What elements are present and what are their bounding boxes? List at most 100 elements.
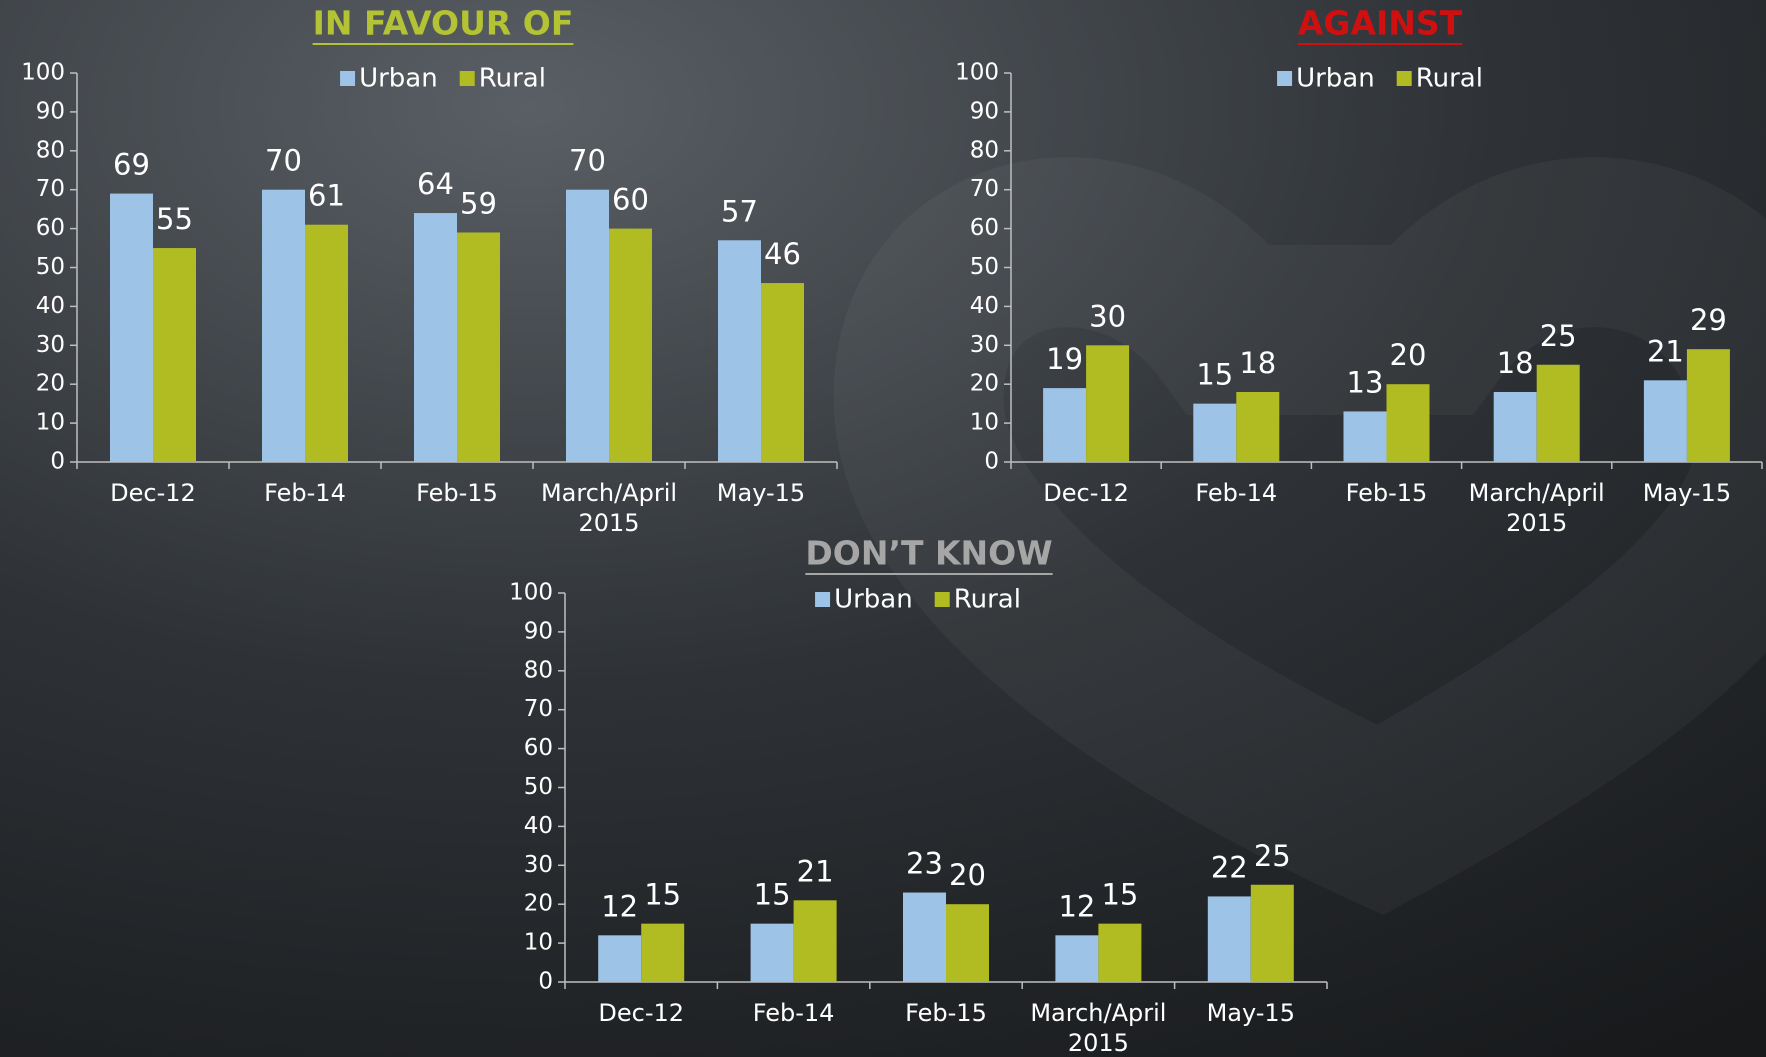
data-label: 15 (1196, 358, 1233, 392)
x-tick-label-box: March/April 2015 (1030, 999, 1166, 1057)
chart-title: DON’T KNOW (805, 534, 1052, 573)
y-tick-label: 100 (21, 60, 65, 86)
y-tick-label: 40 (36, 293, 65, 319)
data-label: 25 (1540, 319, 1577, 353)
legend-label: Rural (954, 585, 1021, 615)
y-tick-label: 50 (970, 254, 999, 280)
bar (641, 923, 685, 982)
x-tick-label: Dec-12 (598, 999, 685, 1027)
y-tick-label: 0 (50, 449, 65, 475)
y-tick-label: 50 (36, 254, 65, 280)
legend-label: Urban (1296, 64, 1375, 94)
x-tick-label: Feb-15 (1345, 479, 1428, 507)
data-label: 20 (949, 858, 986, 892)
legend-label: Rural (479, 64, 546, 94)
x-tick-label-box: Feb-14 (1195, 479, 1278, 507)
bar (1686, 349, 1730, 462)
bar (1086, 345, 1130, 462)
x-tick-label: May-15 (716, 479, 806, 507)
x-tick-label-box: Feb-15 (1345, 479, 1428, 507)
bar (1536, 364, 1580, 462)
data-label: 20 (1390, 338, 1427, 372)
x-tick-label-box: Feb-14 (752, 999, 835, 1027)
y-tick-label: 10 (524, 930, 553, 956)
bar (903, 892, 946, 982)
bar (262, 189, 305, 462)
y-tick-label: 70 (524, 696, 553, 722)
y-tick-label: 30 (36, 332, 65, 358)
chart-title: IN FAVOUR OF (313, 4, 574, 43)
x-tick-label: Feb-14 (1195, 479, 1278, 507)
bar (1343, 411, 1387, 462)
y-tick-label: 40 (524, 813, 553, 839)
x-tick-label-box: Feb-15 (905, 999, 987, 1027)
bar (305, 224, 348, 462)
y-tick-label: 50 (524, 774, 553, 800)
y-tick-label: 30 (970, 332, 999, 358)
legend-swatch (459, 71, 475, 86)
watermark (833, 157, 1766, 916)
data-label: 12 (601, 889, 638, 923)
bar (609, 228, 652, 462)
legend-label: Rural (1416, 64, 1483, 94)
x-tick-label-box: May-15 (716, 479, 806, 507)
x-tick-label: Feb-14 (752, 999, 835, 1027)
y-tick-label: 20 (970, 371, 999, 397)
data-label: 15 (644, 878, 681, 912)
y-tick-label: 0 (984, 449, 999, 475)
x-tick-label-box: Feb-15 (416, 479, 498, 507)
bar (457, 232, 500, 462)
x-tick-label: Feb-15 (905, 999, 987, 1027)
y-tick-label: 20 (524, 891, 553, 917)
bar (1193, 403, 1237, 462)
bar (414, 213, 457, 462)
bar (598, 935, 642, 982)
bar (761, 283, 804, 462)
legend-swatch (815, 592, 831, 607)
bar (1043, 388, 1087, 462)
y-tick-label: 10 (970, 410, 999, 436)
x-tick-label: May-15 (1206, 999, 1295, 1027)
bar (110, 193, 153, 462)
y-tick-label: 100 (509, 580, 553, 606)
x-tick-label-box: Dec-12 (1043, 479, 1129, 507)
bar (1207, 896, 1251, 982)
y-tick-label: 60 (524, 735, 553, 761)
y-tick-label: 80 (524, 657, 553, 683)
bar (1643, 380, 1687, 462)
legend-swatch (1396, 71, 1412, 86)
data-label: 15 (1101, 878, 1138, 912)
x-tick-label: Feb-15 (416, 479, 498, 507)
data-label: 22 (1211, 850, 1248, 884)
data-label: 64 (417, 167, 454, 201)
data-label: 25 (1254, 839, 1291, 873)
y-tick-label: 10 (36, 410, 65, 436)
data-label: 46 (764, 237, 801, 271)
x-tick-label: March/April 2015 (1468, 479, 1605, 537)
data-label: 21 (1647, 334, 1684, 368)
data-label: 13 (1347, 365, 1384, 399)
y-tick-label: 80 (36, 137, 65, 163)
data-label: 18 (1497, 346, 1534, 380)
bar (946, 904, 989, 982)
y-tick-label: 20 (36, 371, 65, 397)
data-label: 30 (1089, 299, 1126, 333)
data-label: 70 (265, 144, 302, 178)
y-tick-label: 90 (970, 98, 999, 124)
bar (1098, 923, 1142, 982)
y-tick-label: 70 (970, 176, 999, 202)
y-tick-label: 90 (36, 98, 65, 124)
legend: Urban Rural (815, 585, 1021, 615)
data-label: 70 (569, 144, 606, 178)
bar (1386, 384, 1430, 462)
data-label: 29 (1690, 303, 1727, 337)
bar (793, 900, 837, 982)
x-tick-label-box: Feb-14 (264, 479, 346, 507)
data-label: 12 (1058, 889, 1095, 923)
x-tick-label: March/April 2015 (540, 479, 678, 537)
legend: Urban Rural (1277, 64, 1483, 94)
data-label: 61 (308, 179, 345, 213)
x-tick-label-box: Dec-12 (598, 999, 685, 1027)
y-tick-label: 30 (524, 852, 553, 878)
